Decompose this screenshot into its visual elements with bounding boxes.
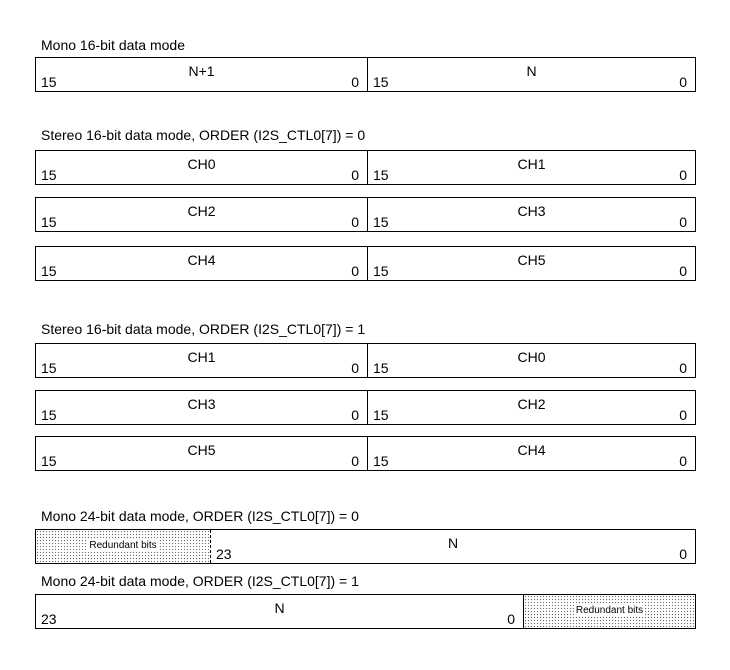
msb-bit-label: 15 (373, 214, 389, 230)
section-title-stereo-order-0: Stereo 16-bit data mode, ORDER (I2S_CTL0… (41, 127, 366, 143)
redundant-bits-field: Redundant bits (36, 530, 211, 563)
register-row: CH5 15 0 CH4 15 0 (35, 436, 696, 471)
msb-bit-label: 15 (373, 167, 389, 183)
msb-bit-label: 15 (41, 74, 57, 90)
lsb-bit-label: 0 (351, 453, 359, 469)
redundant-bits-label: Redundant bits (87, 540, 159, 551)
lsb-bit-label: 0 (351, 263, 359, 279)
redundant-bits-label: Redundant bits (573, 605, 646, 616)
field-name: CH3 (187, 396, 216, 412)
field-name: CH1 (187, 349, 216, 365)
register-field: CH1 15 0 (36, 344, 367, 377)
lsb-bit-label: 0 (679, 453, 687, 469)
lsb-bit-label: 0 (351, 214, 359, 230)
field-name: CH5 (517, 252, 546, 268)
register-field: CH4 15 0 (367, 437, 695, 470)
lsb-bit-label: 0 (679, 167, 687, 183)
register-field: N 15 0 (367, 58, 695, 91)
register-row: Redundant bits N 23 0 (35, 529, 696, 564)
lsb-bit-label: 0 (351, 74, 359, 90)
register-field: N+1 15 0 (36, 58, 367, 91)
lsb-bit-label: 0 (679, 74, 687, 90)
field-name: N (447, 535, 459, 551)
register-row: CH0 15 0 CH1 15 0 (35, 150, 696, 185)
lsb-bit-label: 0 (351, 167, 359, 183)
msb-bit-label: 15 (41, 360, 57, 376)
field-name: CH2 (517, 396, 546, 412)
msb-bit-label: 15 (41, 214, 57, 230)
field-name: CH2 (187, 203, 216, 219)
register-field: N 23 0 (211, 530, 695, 563)
section-title-mono-24bit-order-1: Mono 24-bit data mode, ORDER (I2S_CTL0[7… (41, 573, 359, 589)
lsb-bit-label: 0 (507, 611, 515, 627)
lsb-bit-label: 0 (679, 360, 687, 376)
field-name: N (274, 600, 285, 616)
lsb-bit-label: 0 (679, 407, 687, 423)
register-field: CH4 15 0 (36, 247, 367, 280)
register-field: CH3 15 0 (367, 198, 695, 231)
register-field: N 23 0 (36, 595, 523, 628)
field-name: CH0 (517, 349, 546, 365)
msb-bit-label: 15 (373, 263, 389, 279)
register-row: CH1 15 0 CH0 15 0 (35, 343, 696, 378)
field-name: N (526, 63, 537, 79)
lsb-bit-label: 0 (679, 214, 687, 230)
msb-bit-label: 23 (41, 611, 57, 627)
register-field: CH5 15 0 (36, 437, 367, 470)
register-row: CH4 15 0 CH5 15 0 (35, 246, 696, 281)
msb-bit-label: 15 (41, 407, 57, 423)
section-title-mono-16bit: Mono 16-bit data mode (41, 37, 185, 53)
register-field: CH2 15 0 (36, 198, 367, 231)
lsb-bit-label: 0 (679, 546, 687, 562)
register-field: CH0 15 0 (367, 344, 695, 377)
register-row: N+1 15 0 N 15 0 (35, 57, 696, 92)
register-row: N 23 0 Redundant bits (35, 594, 696, 629)
section-title-mono-24bit-order-0: Mono 24-bit data mode, ORDER (I2S_CTL0[7… (41, 508, 359, 524)
msb-bit-label: 15 (41, 263, 57, 279)
msb-bit-label: 15 (41, 453, 57, 469)
register-field: CH0 15 0 (36, 151, 367, 184)
msb-bit-label: 15 (41, 167, 57, 183)
redundant-bits-field: Redundant bits (523, 595, 695, 628)
field-name: CH4 (187, 252, 216, 268)
register-field: CH5 15 0 (367, 247, 695, 280)
register-row: CH3 15 0 CH2 15 0 (35, 390, 696, 425)
lsb-bit-label: 0 (351, 407, 359, 423)
lsb-bit-label: 0 (679, 263, 687, 279)
msb-bit-label: 15 (373, 453, 389, 469)
field-name: N+1 (188, 63, 215, 79)
field-name: CH5 (187, 442, 216, 458)
register-field: CH2 15 0 (367, 391, 695, 424)
register-row: CH2 15 0 CH3 15 0 (35, 197, 696, 232)
field-name: CH1 (517, 156, 546, 172)
lsb-bit-label: 0 (351, 360, 359, 376)
register-field: CH1 15 0 (367, 151, 695, 184)
msb-bit-label: 15 (373, 74, 389, 90)
msb-bit-label: 15 (373, 407, 389, 423)
field-name: CH3 (517, 203, 546, 219)
field-name: CH4 (517, 442, 546, 458)
msb-bit-label: 15 (373, 360, 389, 376)
msb-bit-label: 23 (216, 546, 232, 562)
register-field: CH3 15 0 (36, 391, 367, 424)
section-title-stereo-order-1: Stereo 16-bit data mode, ORDER (I2S_CTL0… (41, 321, 366, 337)
field-name: CH0 (187, 156, 216, 172)
